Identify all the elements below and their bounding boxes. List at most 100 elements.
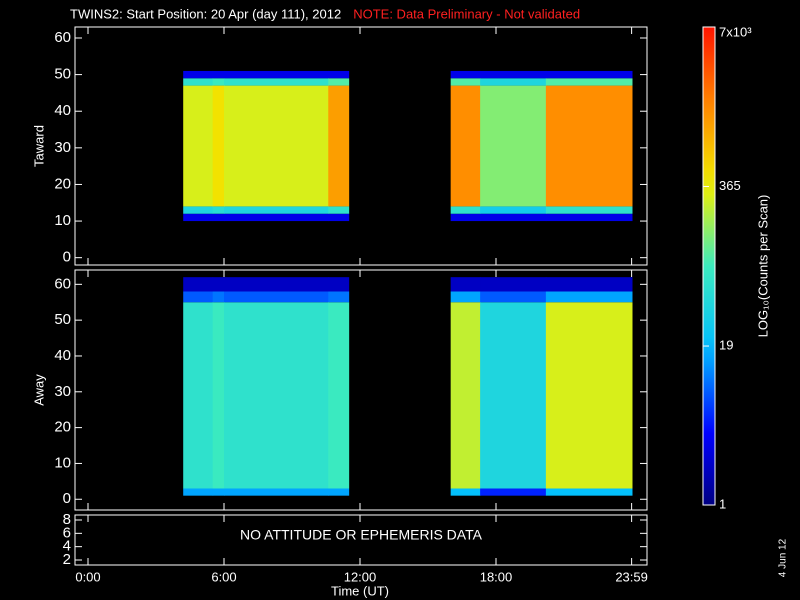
y-tick-label: 40 [54,347,71,364]
heatmap-cell [212,78,225,86]
heatmap-cell [224,85,329,207]
y-tick-label: 10 [54,212,71,229]
heatmap-cell [212,302,225,489]
colorbar [702,26,716,506]
heatmap-cell [450,206,481,214]
heatmap-cell [224,78,329,86]
heatmap-cell [183,85,214,207]
heatmap-cell [328,488,350,496]
y-tick-label: 40 [54,102,71,119]
y-tick-label: 4 [63,538,71,555]
x-tick-label: 18:00 [480,569,513,584]
heatmap-cell [183,291,214,303]
heatmap-cell [450,85,481,207]
heatmap-cell [545,488,633,496]
x-tick-label: 12:00 [344,569,377,584]
heatmap-cell [328,302,350,489]
heatmap-cell [224,70,329,79]
heatmap-cell [224,213,329,222]
y-tick-label: 20 [54,175,71,192]
y-tick-label: 2 [63,551,71,568]
y-tick-label: 6 [63,524,71,541]
heatmap-cell [545,78,633,86]
panel-frame [74,514,648,566]
heatmap-cell [450,213,481,222]
y-tick-label: 50 [54,66,71,83]
y-tick-label: 20 [54,419,71,436]
heatmap-cell [450,277,481,292]
panel-frame [74,269,648,511]
heatmap-cell [224,302,329,489]
heatmap-cell [545,213,633,222]
heatmap-cell [450,291,481,303]
heatmap-cell [545,291,633,303]
heatmap-cell [212,291,225,303]
y-tick-label: 60 [54,275,71,292]
y-tick-label: 50 [54,311,71,328]
heatmap-cell [480,291,547,303]
heatmap-cell [480,213,547,222]
heatmap-cell [480,277,547,292]
colorbar-tick-label: 365 [719,178,741,193]
chart-title: TWINS2: Start Position: 20 Apr (day 111)… [70,6,341,21]
heatmap-cell [328,291,350,303]
heatmap-cell [480,488,547,496]
heatmap-cell [183,277,214,292]
heatmap-cell [183,213,214,222]
heatmap-cell [328,70,350,79]
y-tick-label: 30 [54,383,71,400]
heatmap-cell [450,488,481,496]
heatmap-cell [183,488,214,496]
y-tick-label: 8 [63,511,71,528]
heatmap-cell [480,85,547,207]
heatmap-cell [328,85,350,207]
heatmap-cell [480,78,547,86]
heatmap-cell [328,78,350,86]
heatmap-cell [183,302,214,489]
heatmap-cell [480,70,547,79]
x-tick-label: 0:00 [75,569,100,584]
heatmap-cell [212,277,225,292]
y-tick-label: 10 [54,454,71,471]
colorbar-label: LOG₁₀(Counts per Scan) [755,195,770,338]
heatmap-cell [224,206,329,214]
date-stamp: 4 Jun 12 [778,538,789,577]
heatmap-cell [450,302,481,489]
annotation: NO ATTITUDE OR EPHEMERIS DATA [240,527,483,543]
x-tick-label: 23:59 [615,569,648,584]
heatmap-cell [183,206,214,214]
note: NOTE: Data Preliminary - Not validated [353,6,580,21]
heatmap-cell [545,277,633,292]
y-tick-label: 60 [54,29,71,46]
heatmap-cell [183,78,214,86]
colorbar-tick-label: 1 [719,496,726,511]
heatmap-cell [328,206,350,214]
heatmap-cell [212,488,225,496]
heatmap-cell [212,206,225,214]
y-tick-label: 0 [63,490,71,507]
heatmap-cell [328,213,350,222]
heatmap-cell [224,488,329,496]
y-axis-label: Away [31,374,46,406]
heatmap-cell [212,70,225,79]
y-axis-label: Taward [31,125,46,167]
heatmap-cell [480,302,547,489]
y-tick-label: 30 [54,139,71,156]
heatmap-cell [224,291,329,303]
y-tick-label: 0 [63,249,71,266]
heatmap-cell [450,78,481,86]
heatmap-cell [183,70,214,79]
heatmap-cell [545,70,633,79]
x-axis-label: Time (UT) [331,583,389,598]
heatmap-cell [328,277,350,292]
heatmap-cell [545,302,633,489]
heatmap-cell [224,277,329,292]
heatmap-cell [212,213,225,222]
heatmap-cell [450,70,481,79]
colorbar-tick-label: 19 [719,337,733,352]
heatmap-cell [480,206,547,214]
heatmap-cell [212,85,225,207]
heatmap-cell [545,206,633,214]
